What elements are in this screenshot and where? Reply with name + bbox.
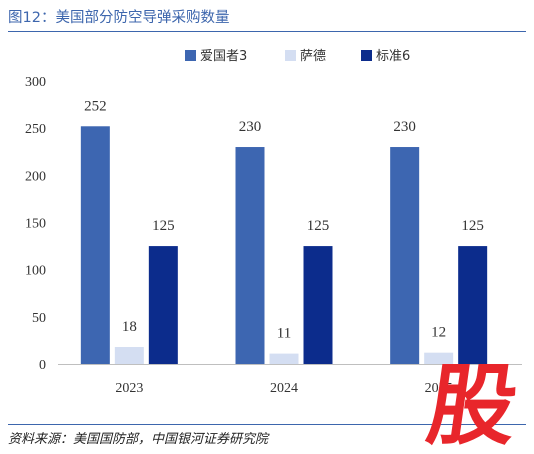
legend-label-1: 萨德 bbox=[300, 49, 326, 64]
y-tick-label: 150 bbox=[25, 217, 46, 232]
x-axis: 2023 2024 2025 bbox=[58, 364, 522, 396]
bar-2023-0 bbox=[80, 126, 110, 364]
y-tick-label: 250 bbox=[25, 122, 46, 137]
data-label: 230 bbox=[239, 119, 262, 135]
chart-legend: 爱国者3 萨德 标准6 bbox=[185, 49, 410, 64]
footer-divider bbox=[8, 424, 526, 425]
data-labels: 252 18 125 230 11 125 230 12 125 bbox=[84, 98, 484, 341]
bar-2024-0 bbox=[235, 147, 265, 364]
x-tick-label: 2025 bbox=[425, 381, 453, 396]
bar-chart: 爱国者3 萨德 标准6 0 50 100 150 200 250 300 252 18 125 230… bbox=[25, 49, 522, 396]
data-label: 125 bbox=[152, 218, 175, 234]
bar-2025-0 bbox=[390, 147, 420, 364]
data-label: 125 bbox=[307, 218, 330, 234]
y-tick-label: 100 bbox=[25, 264, 46, 279]
bar-series bbox=[80, 126, 488, 364]
figure-title: 图12：美国部分防空导弹采购数量 bbox=[8, 10, 230, 26]
y-tick-label: 50 bbox=[32, 311, 46, 326]
legend-label-0: 爱国者3 bbox=[200, 49, 247, 64]
x-tick-label: 2024 bbox=[270, 381, 298, 396]
data-label: 230 bbox=[393, 119, 416, 135]
data-label: 18 bbox=[122, 319, 137, 335]
y-tick-label: 200 bbox=[25, 169, 46, 184]
stamp-logo: 股 bbox=[422, 354, 518, 448]
bar-2023-2 bbox=[148, 246, 178, 364]
stamp-glyph: 股 bbox=[422, 354, 518, 448]
data-label: 125 bbox=[461, 218, 484, 234]
bar-2023-1 bbox=[114, 347, 144, 364]
legend-swatch-1 bbox=[285, 50, 296, 61]
y-axis: 0 50 100 150 200 250 300 bbox=[25, 75, 46, 373]
legend-swatch-2 bbox=[361, 50, 372, 61]
data-label: 252 bbox=[84, 98, 107, 114]
legend-swatch-0 bbox=[185, 50, 196, 61]
title-divider bbox=[8, 31, 526, 32]
data-label: 12 bbox=[431, 325, 446, 341]
source-note: 资料来源：美国国防部，中国银河证券研究院 bbox=[8, 432, 269, 447]
data-label: 11 bbox=[277, 326, 291, 342]
bar-2025-1 bbox=[424, 352, 454, 364]
bar-2024-2 bbox=[303, 246, 333, 364]
y-tick-label: 0 bbox=[39, 358, 46, 373]
bar-2024-1 bbox=[269, 353, 299, 364]
bar-2025-2 bbox=[458, 246, 488, 364]
y-tick-label: 300 bbox=[25, 75, 46, 90]
x-tick-label: 2023 bbox=[115, 381, 143, 396]
legend-label-2: 标准6 bbox=[376, 49, 410, 64]
